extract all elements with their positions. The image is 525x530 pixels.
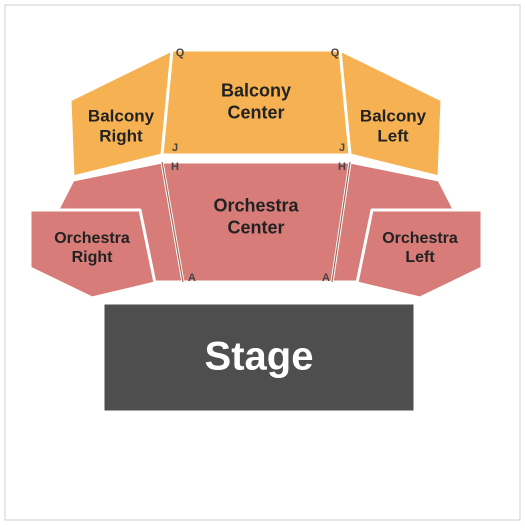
section-balcony-center[interactable] (162, 50, 350, 155)
section-balcony-left[interactable] (340, 50, 442, 177)
seating-svg (0, 0, 525, 525)
section-stage (103, 303, 415, 412)
section-balcony-right[interactable] (70, 50, 172, 177)
seating-chart: BalconyCenterBalconyRightBalconyLeftOrch… (0, 0, 525, 525)
section-orchestra-center[interactable] (162, 162, 350, 282)
section-orchestra-left[interactable] (357, 210, 482, 298)
section-orchestra-right[interactable] (30, 210, 155, 298)
